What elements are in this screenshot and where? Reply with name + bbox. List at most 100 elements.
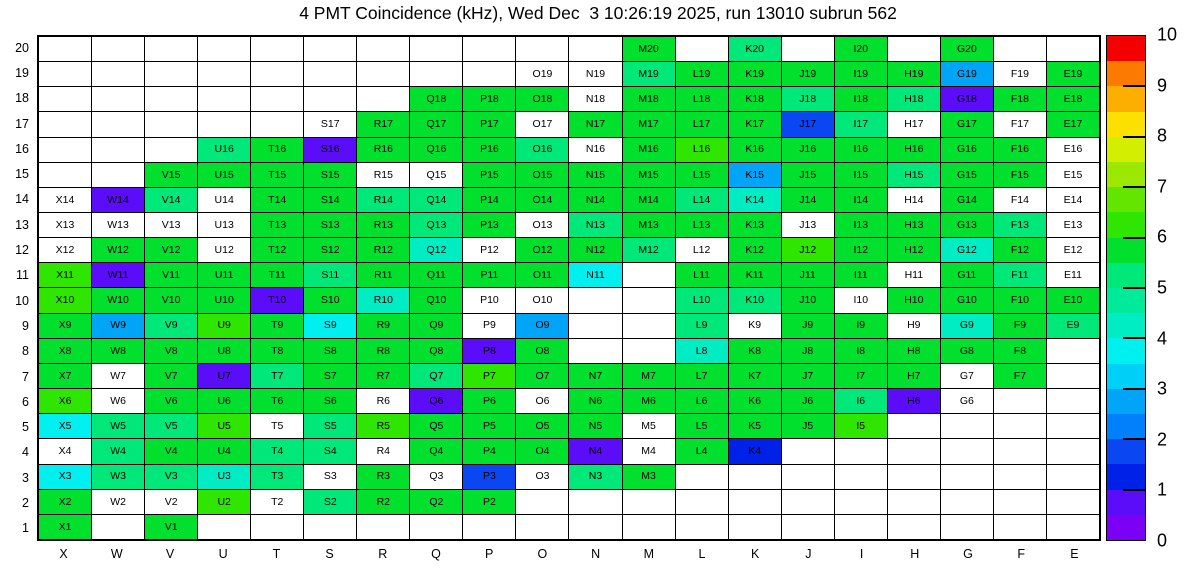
x-axis-tick-label: R (378, 547, 388, 561)
heatmap-cell: S11 (304, 263, 357, 288)
colorbar-tick-label: 6 (1157, 226, 1168, 247)
heatmap-cell: J8 (781, 338, 834, 363)
colorbar-band (1107, 414, 1145, 440)
heatmap-cell: S4 (304, 439, 357, 464)
colorbar-tick-labels: 0 1 2 3 4 5 6 7 8 9 10 (1157, 25, 1196, 551)
heatmap-cell: E15 (1046, 162, 1099, 187)
heatmap-cell: W6 (92, 389, 145, 414)
chart-title: 4 PMT Coincidence (kHz), Wed Dec 3 10:26… (299, 3, 897, 23)
heatmap-cell: L9 (675, 313, 728, 338)
heatmap-cell: U9 (198, 313, 251, 338)
heatmap-cell: R2 (357, 489, 410, 514)
heatmap-cell: I10 (834, 288, 887, 313)
heatmap-cell (92, 162, 145, 187)
heatmap-cell: L17 (675, 112, 728, 137)
colorbar-tick-label: 8 (1157, 125, 1168, 146)
y-axis-tick-label: 18 (15, 91, 29, 106)
heatmap-cell: M13 (622, 213, 675, 238)
heatmap-cell (198, 112, 251, 137)
heatmap-cell: T9 (251, 313, 304, 338)
heatmap-cell: V15 (145, 162, 198, 187)
heatmap-cell: S3 (304, 464, 357, 489)
heatmap-cell (781, 464, 834, 489)
heatmap-cell: O16 (516, 137, 569, 162)
heatmap-cell: J11 (781, 263, 834, 288)
heatmap-cell: W12 (92, 238, 145, 263)
heatmap-cell: X3 (39, 464, 92, 489)
heatmap-cell: J18 (781, 87, 834, 112)
heatmap-cell (1046, 37, 1099, 62)
heatmap-cell: L13 (675, 213, 728, 238)
heatmap-cell: U14 (198, 187, 251, 213)
heatmap-cell: G11 (940, 263, 993, 288)
heatmap-cell: I17 (834, 112, 887, 137)
heatmap-cell: H7 (887, 363, 940, 389)
heatmap-cell: V11 (145, 263, 198, 288)
heatmap-cell (569, 37, 622, 62)
heatmap-cell: H16 (887, 137, 940, 162)
heatmap-cell: N15 (569, 162, 622, 187)
heatmap-cell: N11 (569, 263, 622, 288)
colorbar-tick (1123, 236, 1146, 239)
heatmap-cell: G6 (940, 389, 993, 414)
heatmap-cell: J6 (781, 389, 834, 414)
heatmap-cell: K7 (728, 363, 781, 389)
heatmap-cell: H8 (887, 338, 940, 363)
heatmap-cell: X9 (39, 313, 92, 338)
x-axis-tick-label: I (859, 547, 864, 561)
heatmap-cell: T12 (251, 238, 304, 263)
heatmap-cell: H9 (887, 313, 940, 338)
heatmap-cell: M14 (622, 187, 675, 213)
heatmap-cell: P16 (463, 137, 516, 162)
heatmap-cell (622, 338, 675, 363)
heatmap-cell: E13 (1046, 213, 1099, 238)
heatmap-cell: Q3 (410, 464, 463, 489)
heatmap-cell: R3 (357, 464, 410, 489)
y-axis-tick-label: 5 (22, 420, 29, 435)
heatmap-cell (304, 37, 357, 62)
heatmap-cell (463, 514, 516, 539)
colorbar-band (1107, 489, 1145, 515)
heatmap-cell: G10 (940, 288, 993, 313)
heatmap-cell: Q6 (410, 389, 463, 414)
heatmap-cell (675, 37, 728, 62)
heatmap-cell (887, 464, 940, 489)
heatmap-cell (357, 62, 410, 87)
heatmap-cell: E9 (1046, 313, 1099, 338)
heatmap-cell (1046, 414, 1099, 439)
heatmap-cell (781, 37, 834, 62)
colorbar-band (1107, 262, 1145, 289)
heatmap-cell: X10 (39, 288, 92, 313)
heatmap-cell (622, 288, 675, 313)
heatmap-cell: P7 (463, 363, 516, 389)
x-axis-tick-label: N (591, 547, 601, 561)
heatmap-cell (622, 263, 675, 288)
heatmap-cell (834, 439, 887, 464)
heatmap-cell: F19 (993, 62, 1046, 87)
heatmap-cell: O11 (516, 263, 569, 288)
heatmap-cell: V4 (145, 439, 198, 464)
colorbar-band (1107, 111, 1145, 137)
heatmap-cell (675, 464, 728, 489)
heatmap-cell: R17 (357, 112, 410, 137)
heatmap-cell: T13 (251, 213, 304, 238)
heatmap-cell: F17 (993, 112, 1046, 137)
heatmap-cell (516, 37, 569, 62)
heatmap-cell: U5 (198, 414, 251, 439)
x-axis-tick-label: O (537, 547, 548, 561)
heatmap-cell: G16 (940, 137, 993, 162)
y-axis-tick-label: 16 (15, 141, 29, 156)
heatmap-cell (357, 514, 410, 539)
heatmap-cell (145, 87, 198, 112)
heatmap-cell: Q9 (410, 313, 463, 338)
heatmap-cell: O10 (516, 288, 569, 313)
y-axis-tick-label: 8 (22, 344, 29, 359)
heatmap-cell: M20 (622, 37, 675, 62)
heatmap-cell (39, 37, 92, 62)
heatmap-cell: O8 (516, 338, 569, 363)
heatmap-cell: W11 (92, 263, 145, 288)
x-axis-tick-label: H (910, 547, 920, 561)
heatmap-cell: S15 (304, 162, 357, 187)
heatmap-cell: S16 (304, 137, 357, 162)
heatmap-cell: I20 (834, 37, 887, 62)
